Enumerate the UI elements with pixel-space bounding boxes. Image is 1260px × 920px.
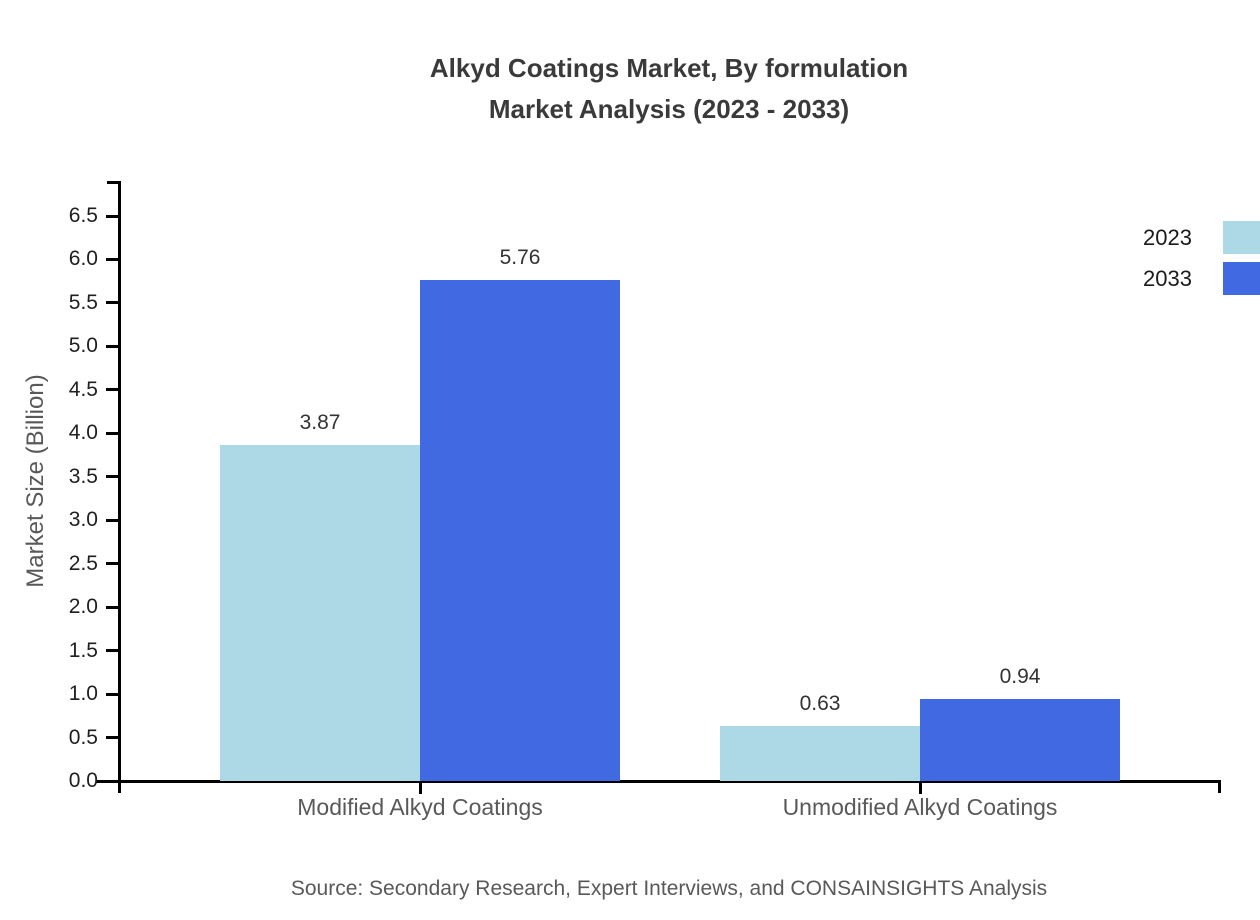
legend-label-2023: 2023	[1143, 225, 1192, 250]
category-label-unmodified-alkyd-coatings: Unmodified Alkyd Coatings	[782, 794, 1058, 820]
y-tick	[106, 518, 118, 522]
y-tick-label: 3.5	[68, 464, 98, 488]
y-tick	[106, 257, 118, 261]
y-tick	[106, 431, 118, 435]
category-tick-modified-alkyd-coatings	[419, 783, 422, 794]
x-axis-end-cap	[1218, 780, 1221, 793]
chart-title-line2: Market Analysis (2023 - 2033)	[488, 94, 850, 124]
x-axis-line	[96, 780, 1221, 783]
y-tick	[106, 649, 118, 653]
y-tick-label: 6.0	[68, 247, 98, 271]
value-label-2023-modified-alkyd-coatings: 3.87	[299, 410, 341, 434]
y-tick-label: 1.0	[68, 682, 98, 706]
y-axis-line	[118, 181, 121, 793]
y-tick	[106, 388, 118, 392]
bar-2023-modified-alkyd-coatings	[220, 444, 420, 781]
y-tick	[106, 214, 118, 218]
y-tick-label: 5.0	[68, 334, 98, 358]
y-tick-label: 6.5	[68, 204, 98, 227]
y-tick	[106, 301, 118, 305]
y-tick-label: 4.5	[68, 377, 98, 401]
legend-label-2033: 2033	[1143, 266, 1192, 291]
y-tick	[106, 692, 118, 696]
y-axis-end-cap	[107, 181, 119, 184]
category-tick-unmodified-alkyd-coatings	[919, 783, 922, 794]
y-tick-label: 5.5	[68, 290, 98, 314]
y-tick-label: 0.5	[68, 725, 98, 749]
bar-2023-unmodified-alkyd-coatings	[720, 726, 920, 781]
source-note: Source: Secondary Research, Expert Inter…	[290, 877, 1048, 900]
y-tick	[106, 779, 118, 783]
value-label-2023-unmodified-alkyd-coatings: 0.63	[799, 692, 841, 716]
y-tick	[106, 736, 118, 740]
value-label-2033-modified-alkyd-coatings: 5.76	[499, 246, 541, 270]
y-tick-label: 4.0	[68, 421, 98, 445]
y-tick-label: 0.0	[68, 769, 98, 792]
bar-2033-modified-alkyd-coatings	[420, 280, 620, 781]
bar-2033-unmodified-alkyd-coatings	[920, 699, 1120, 781]
y-tick-label: 1.5	[68, 638, 98, 662]
y-tick	[106, 475, 118, 479]
y-tick-label: 2.5	[68, 551, 98, 575]
legend-swatch-2023	[1223, 221, 1260, 254]
legend-swatch-2033	[1223, 262, 1260, 295]
chart-title: Alkyd Coatings Market, By formulation Ma…	[118, 48, 1220, 130]
y-tick	[106, 605, 118, 609]
value-label-2033-unmodified-alkyd-coatings: 0.94	[999, 665, 1041, 689]
y-tick-label: 3.0	[68, 508, 98, 532]
y-tick	[106, 344, 118, 348]
y-tick	[106, 562, 118, 566]
category-label-modified-alkyd-coatings: Modified Alkyd Coatings	[297, 794, 543, 820]
y-tick-label: 2.0	[68, 595, 98, 619]
chart-title-line1: Alkyd Coatings Market, By formulation	[429, 53, 909, 83]
